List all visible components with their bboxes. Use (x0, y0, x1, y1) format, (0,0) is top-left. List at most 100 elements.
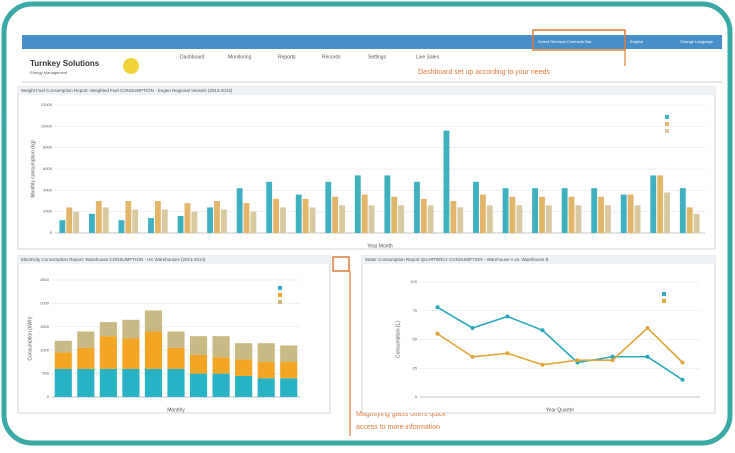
bar (627, 194, 634, 233)
bar (545, 205, 552, 233)
bar-segment (280, 345, 298, 362)
bar (532, 188, 539, 233)
bar-segment (235, 343, 253, 360)
bar-segment (77, 331, 95, 348)
y-tick-label: 4000 (43, 187, 53, 192)
language[interactable]: English (630, 39, 643, 44)
bar (679, 188, 686, 233)
x-axis-label: Monthly (167, 407, 185, 413)
bar (325, 181, 332, 233)
legend-swatch (278, 300, 282, 304)
logo-icon (123, 58, 139, 74)
point (610, 358, 615, 363)
legend-swatch (665, 115, 669, 119)
y-tick-label: 2000 (40, 300, 50, 305)
bar (250, 211, 257, 233)
y-tick-label: 1500 (40, 324, 50, 329)
bar (148, 218, 154, 233)
point (470, 326, 475, 330)
legend-swatch (662, 299, 666, 303)
bar (368, 205, 375, 233)
line-series (437, 306, 683, 381)
bar-segment (99, 322, 117, 337)
bar (413, 181, 420, 233)
legend-swatch (278, 293, 282, 297)
bar (457, 207, 464, 233)
bar (220, 209, 227, 233)
bar-segment (257, 343, 275, 362)
panel-title-bar (18, 87, 715, 95)
bar (384, 175, 391, 233)
x-axis-label: Year Quarter (546, 407, 575, 413)
y-axis-label: Monthly consumption (kg) (30, 140, 36, 198)
bar (598, 196, 605, 233)
bar-segment (167, 347, 185, 369)
bar-segment (257, 378, 275, 397)
bar (391, 196, 398, 233)
y-tick-label: 10000 (41, 123, 53, 128)
bar-segment (212, 336, 230, 358)
bar (236, 188, 243, 233)
y-axis-label: Consumption (kWh) (27, 316, 33, 361)
bar (309, 207, 316, 233)
bar (420, 198, 427, 233)
nav-item[interactable]: Reports (278, 54, 296, 60)
point (505, 351, 510, 356)
bar (214, 201, 220, 233)
nav-item[interactable]: Monitoring (228, 54, 252, 60)
callout-text: Dashboard set up according to your needs (418, 69, 550, 76)
bar-link[interactable]: Select Renewal Contracts Bar (538, 39, 592, 44)
bar (207, 207, 214, 233)
bar (486, 205, 493, 233)
bar-segment (167, 331, 185, 348)
bar-segment (167, 368, 185, 397)
chart-title: Electricity Consumption Report: Warehous… (21, 257, 206, 262)
point (610, 354, 615, 359)
y-tick-label: 500 (42, 371, 49, 376)
bar-segment (54, 368, 72, 397)
bar-segment (77, 368, 95, 397)
bar (568, 196, 575, 233)
point (645, 326, 650, 330)
bar (561, 188, 568, 233)
point (505, 314, 510, 319)
y-tick-label: 25 (413, 365, 418, 370)
bar (191, 211, 198, 233)
y-tick-label: 2000 (43, 209, 53, 214)
bar (66, 207, 73, 233)
bar-segment (189, 336, 208, 355)
bar (686, 207, 693, 233)
bar (443, 130, 450, 233)
bar-segment (54, 352, 72, 369)
bar (295, 194, 302, 233)
bar-segment (77, 347, 95, 369)
line-series (437, 326, 684, 366)
bar (634, 205, 641, 233)
point (680, 377, 685, 382)
nav-item[interactable]: Settings (368, 54, 387, 60)
chart-title: Water Consumption Report QUARTERLY CONSU… (365, 257, 549, 262)
point (540, 328, 545, 333)
y-tick-label: 6000 (43, 166, 53, 171)
bar (266, 181, 273, 233)
callout-text: Magnifying glass offers quick (356, 411, 446, 418)
y-tick-label: 100 (410, 279, 417, 284)
point (470, 354, 475, 359)
nav-item[interactable]: Live Sales (416, 54, 440, 60)
bar (125, 201, 132, 233)
y-tick-label: 75 (413, 308, 418, 313)
nav-item[interactable]: Dashboard (180, 54, 205, 60)
bar-segment (54, 340, 72, 353)
bar (509, 196, 516, 233)
callout-text: access to more information (356, 424, 440, 431)
bar (361, 194, 368, 233)
bar-segment (212, 357, 230, 374)
top-bar (22, 35, 722, 49)
tagline: Energy Management (30, 70, 68, 75)
change-language[interactable]: Change Language (680, 39, 714, 44)
nav-item[interactable]: Records (322, 54, 341, 60)
bar-segment (144, 331, 163, 369)
bar-segment (235, 359, 253, 376)
bar (427, 205, 434, 233)
